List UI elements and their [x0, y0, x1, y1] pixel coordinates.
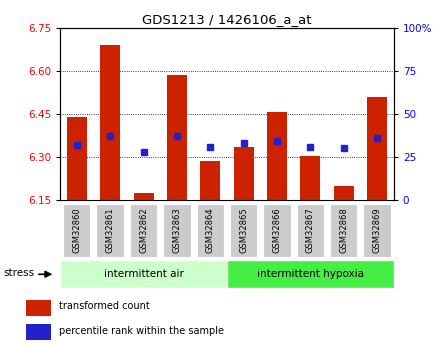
- Text: GSM32867: GSM32867: [306, 207, 315, 253]
- Text: GSM32869: GSM32869: [372, 207, 382, 253]
- Text: intermittent air: intermittent air: [104, 269, 183, 279]
- Text: GSM32868: GSM32868: [339, 207, 348, 253]
- Text: GSM32865: GSM32865: [239, 207, 248, 253]
- FancyBboxPatch shape: [364, 204, 391, 257]
- Bar: [234, 147, 254, 200]
- Bar: [134, 193, 154, 200]
- Bar: [26, 299, 51, 316]
- FancyBboxPatch shape: [263, 204, 291, 257]
- Bar: [200, 161, 220, 200]
- Text: stress: stress: [3, 268, 34, 278]
- FancyBboxPatch shape: [163, 204, 190, 257]
- Text: GSM32862: GSM32862: [139, 207, 148, 253]
- Text: GSM32861: GSM32861: [105, 207, 115, 253]
- Text: GSM32864: GSM32864: [206, 207, 215, 253]
- Text: transformed count: transformed count: [59, 302, 150, 312]
- Bar: [167, 75, 187, 200]
- Text: percentile rank within the sample: percentile rank within the sample: [59, 326, 224, 336]
- Bar: [26, 324, 51, 339]
- Bar: [300, 156, 320, 200]
- FancyBboxPatch shape: [97, 204, 124, 257]
- FancyBboxPatch shape: [230, 204, 257, 257]
- Text: GSM32863: GSM32863: [172, 207, 182, 253]
- FancyBboxPatch shape: [63, 204, 90, 257]
- FancyBboxPatch shape: [297, 204, 324, 257]
- Text: intermittent hypoxia: intermittent hypoxia: [257, 269, 364, 279]
- Bar: [67, 117, 87, 200]
- Text: GSM32866: GSM32866: [272, 207, 282, 253]
- Bar: [100, 45, 120, 200]
- FancyBboxPatch shape: [197, 204, 224, 257]
- Title: GDS1213 / 1426106_a_at: GDS1213 / 1426106_a_at: [142, 13, 312, 27]
- FancyBboxPatch shape: [60, 260, 227, 288]
- Bar: [267, 112, 287, 200]
- FancyBboxPatch shape: [130, 204, 157, 257]
- Bar: [334, 186, 354, 200]
- FancyBboxPatch shape: [227, 260, 394, 288]
- FancyBboxPatch shape: [330, 204, 357, 257]
- Bar: [367, 97, 387, 200]
- Text: GSM32860: GSM32860: [72, 207, 81, 253]
